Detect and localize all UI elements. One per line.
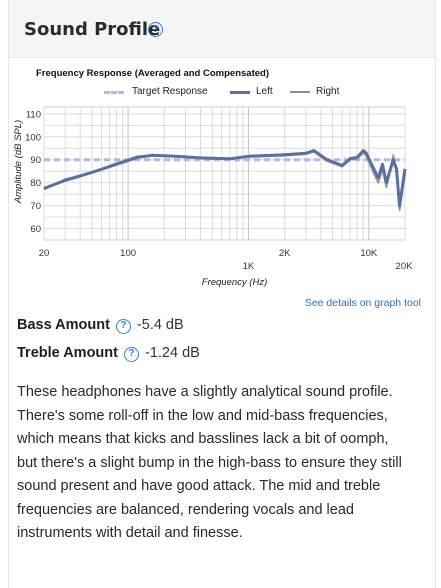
legend-swatch-right: [290, 91, 310, 93]
x-tick-label: 20: [39, 248, 50, 259]
bass-amount-row: Bass Amount? -5.4 dB: [17, 317, 184, 334]
bass-amount-label: Bass Amount: [17, 317, 110, 333]
treble-amount-label: Treble Amount: [17, 345, 118, 361]
frequency-response-chart: 60 70 80 90 100 110 20 100 1K 2K 10K 20K Frequency (…: [13, 106, 414, 288]
plot-area: [43, 106, 406, 241]
chart-title: Frequency Response (Averaged and Compens…: [36, 68, 269, 79]
legend-label-right: Right: [316, 86, 340, 97]
y-tick-label: 70: [30, 201, 41, 212]
y-tick-label: 60: [30, 224, 41, 235]
sound-profile-description: These headphones have a slightly analyti…: [17, 384, 402, 541]
sound-profile-card: Sound Profile ?: [8, 0, 436, 588]
y-tick-label: 110: [26, 109, 41, 120]
legend-label-left: Left: [256, 86, 273, 97]
bass-amount-value: -5.4 dB: [136, 317, 184, 333]
x-tick-label: 100: [120, 248, 136, 259]
graph-tool-link[interactable]: See details on graph tool: [304, 297, 421, 309]
question-circle-icon[interactable]: ?: [148, 22, 163, 37]
y-axis-title: Amplitude (dB SPL): [13, 120, 24, 204]
legend-swatch-left: [230, 91, 250, 94]
legend-label-target: Target Response: [132, 86, 208, 97]
question-circle-icon[interactable]: ?: [115, 318, 131, 334]
series-left-line: [43, 149, 407, 208]
legend-swatch-target: [104, 91, 124, 94]
y-tick-label: 90: [30, 155, 41, 166]
x-tick-label: 10K: [360, 248, 378, 259]
x-tick-label: 20K: [396, 261, 414, 272]
treble-amount-value: -1.24 dB: [144, 345, 200, 361]
x-tick-label: 1K: [243, 261, 255, 272]
x-axis-title: Frequency (Hz): [202, 277, 267, 288]
section-title: Sound Profile: [24, 19, 161, 40]
section-header: Sound Profile ?: [9, 0, 435, 58]
treble-amount-row: Treble Amount? -1.24 dB: [17, 345, 200, 362]
y-tick-label: 100: [25, 132, 41, 143]
y-tick-label: 80: [30, 178, 41, 189]
x-tick-label: 2K: [279, 248, 291, 259]
question-circle-icon[interactable]: ?: [123, 346, 139, 362]
